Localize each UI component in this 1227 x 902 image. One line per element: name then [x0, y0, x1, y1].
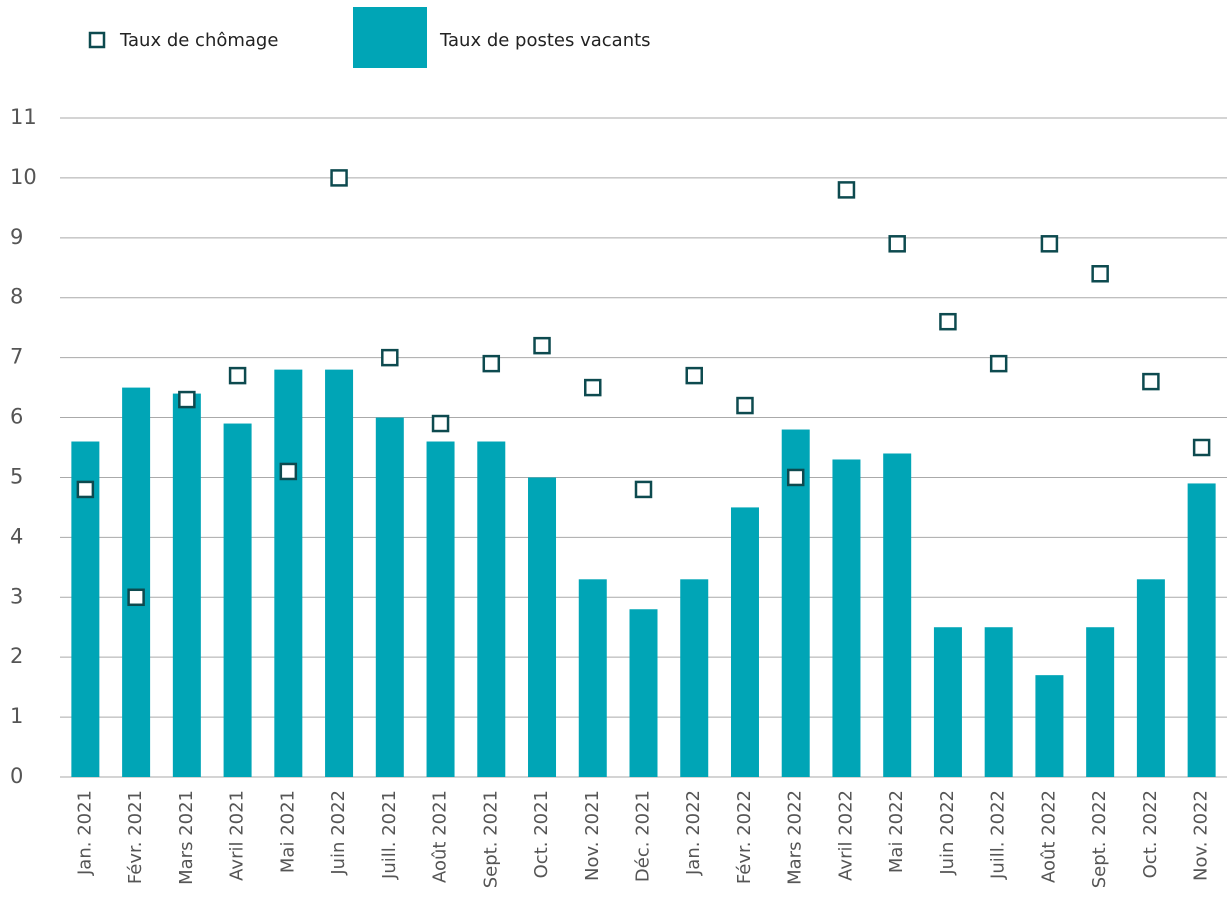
bar: [578, 579, 607, 777]
bar: [1136, 579, 1165, 777]
y-tick-label: 6: [10, 405, 23, 429]
x-tick-label: Avril 2022: [835, 790, 856, 881]
bar: [629, 609, 658, 777]
y-tick-label: 9: [10, 225, 23, 249]
marker: [685, 366, 703, 385]
marker: [888, 235, 906, 253]
x-tick-label: Oct. 2022: [1140, 790, 1161, 878]
x-tick-label: Févr. 2022: [734, 790, 755, 884]
marker: [482, 354, 501, 373]
marker: [381, 348, 399, 367]
bar: [832, 459, 861, 777]
x-tick-label: Févr. 2021: [125, 790, 146, 884]
x-tick-label: Juill. 2021: [379, 790, 400, 880]
bar: [274, 369, 303, 777]
marker: [837, 181, 856, 199]
marker: [279, 462, 298, 481]
legend-marker: [88, 31, 106, 49]
y-tick-label: 5: [10, 464, 23, 488]
x-tick-label: Juill. 2022: [988, 790, 1009, 880]
marker: [989, 354, 1008, 373]
x-tick-label: Mai 2022: [886, 790, 907, 873]
legend-marker: [353, 7, 427, 68]
x-tick-label: Août 2021: [430, 790, 451, 883]
bar: [375, 417, 404, 777]
marker: [736, 396, 754, 415]
bar: [933, 627, 962, 777]
marker: [228, 366, 247, 385]
bar: [1086, 627, 1115, 777]
y-tick-label: 10: [10, 165, 37, 189]
bar: [984, 627, 1013, 777]
y-tick-label: 1: [10, 704, 23, 728]
marker: [127, 588, 145, 607]
marker: [76, 480, 95, 499]
bar: [1035, 675, 1064, 777]
legend-label: Taux de postes vacants: [439, 30, 651, 51]
y-tick-label: 11: [10, 105, 37, 129]
bar: [1187, 483, 1216, 777]
marker: [178, 390, 196, 409]
x-tick-label: Déc. 2021: [633, 790, 654, 882]
marker: [786, 468, 805, 487]
x-tick-label: Mars 2022: [785, 790, 806, 885]
x-tick-label: Jan. 2022: [683, 790, 704, 876]
y-tick-label: 0: [10, 764, 23, 788]
marker: [584, 378, 602, 397]
bar: [426, 441, 455, 777]
x-tick-label: Sept. 2021: [480, 790, 501, 888]
marker: [1192, 438, 1211, 457]
bar: [883, 453, 912, 777]
bar: [122, 387, 151, 777]
bar: [781, 429, 810, 777]
x-tick-label: Mars 2021: [176, 790, 197, 885]
x-tick-label: Jan. 2021: [74, 790, 95, 876]
x-tick-label: Avril 2021: [227, 790, 248, 881]
bar: [223, 423, 252, 777]
bar: [477, 441, 506, 777]
marker: [1142, 372, 1160, 391]
x-tick-label: Oct. 2021: [531, 790, 552, 878]
marker: [1091, 265, 1109, 283]
x-tick-label: Nov. 2022: [1191, 790, 1212, 881]
y-tick-label: 2: [10, 644, 23, 668]
x-tick-label: Août 2022: [1038, 790, 1059, 883]
marker: [939, 312, 957, 331]
x-tick-label: Sept. 2022: [1089, 790, 1110, 888]
legend-label: Taux de chômage: [119, 30, 278, 51]
bar: [172, 393, 201, 777]
x-tick-label: Mai 2021: [277, 790, 298, 873]
x-tick-label: Juin 2022: [328, 790, 349, 876]
marker: [1040, 235, 1059, 253]
marker: [533, 336, 551, 355]
marker: [431, 414, 450, 433]
y-tick-label: 8: [10, 285, 23, 309]
marker: [634, 480, 653, 499]
bar: [325, 369, 354, 777]
marker: [330, 169, 348, 187]
bar: [528, 477, 557, 777]
y-tick-label: 3: [10, 584, 23, 608]
bar: [680, 579, 709, 777]
x-tick-label: Nov. 2021: [582, 790, 603, 881]
bar: [730, 507, 759, 777]
y-tick-label: 4: [10, 524, 23, 548]
y-tick-label: 7: [10, 345, 23, 369]
x-tick-label: Juin 2022: [937, 790, 958, 876]
